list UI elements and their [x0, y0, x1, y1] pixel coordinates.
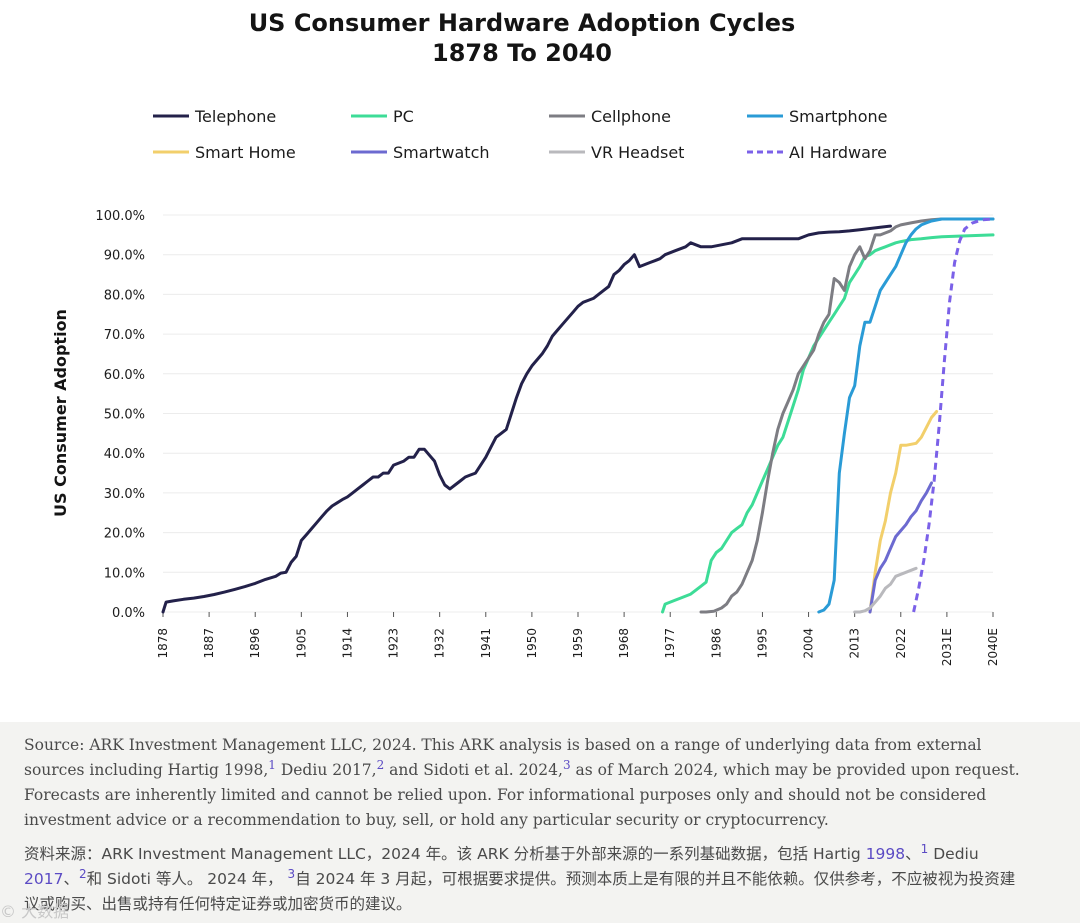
x-tick-label: 1968 — [617, 628, 631, 659]
y-axis-ticks: 0.0% 10.0% 20.0% 30.0% 40.0% 50.0% 60.0% 70.0% 8… — [95, 209, 145, 621]
x-tick-label: 2031E — [940, 628, 954, 666]
legend-label-smartwatch: Smartwatch — [393, 143, 490, 162]
x-tick-label: 1887 — [202, 628, 216, 659]
legend-label-smartphone: Smartphone — [789, 107, 887, 126]
chart-title-line-1: US Consumer Hardware Adoption Cycles — [249, 9, 796, 37]
series-line-smartphone — [817, 217, 995, 614]
y-tick-label: 20.0% — [104, 527, 145, 542]
y-tick-label: 30.0% — [104, 487, 145, 502]
cn-note-text-1: 资料来源：ARK Investment Management LLC，2024 … — [24, 845, 866, 863]
y-tick-label: 10.0% — [104, 566, 145, 581]
chart-card: US Consumer Hardware Adoption Cycles 187… — [0, 0, 1080, 722]
cn-footnote-ref-3[interactable]: 3 — [287, 866, 296, 881]
footnote-ref-2[interactable]: 2 — [376, 757, 385, 772]
y-tick-label: 100.0% — [95, 209, 145, 224]
x-tick-label: 1941 — [479, 628, 493, 659]
legend-label-ai-hardware: AI Hardware — [789, 143, 887, 162]
cn-footnote-ref-2[interactable]: 2 — [78, 866, 87, 881]
legend-label-smart-home: Smart Home — [195, 143, 296, 162]
adoption-chart: US Consumer Hardware Adoption Cycles 187… — [51, 9, 1000, 666]
watermark: © 大数据 — [0, 902, 70, 921]
series-line-smartwatch — [868, 481, 933, 614]
chart-title-line-2: 1878 To 2040 — [432, 39, 612, 67]
y-tick-label: 40.0% — [104, 447, 145, 462]
x-tick-label: 2004 — [802, 628, 816, 659]
cn-note-text-3: 和 Sidoti 等人。 2024 年， — [86, 870, 288, 888]
y-tick-label: 90.0% — [104, 249, 145, 264]
x-tick-label: 1923 — [387, 628, 401, 659]
x-tick-label: 1977 — [663, 628, 677, 659]
x-tick-label: 2040E — [986, 628, 1000, 666]
footnote-ref-1[interactable]: 1 — [268, 757, 276, 772]
y-tick-label: 50.0% — [104, 408, 145, 423]
series-line-cellphone — [699, 217, 995, 614]
legend-label-cellphone: Cellphone — [591, 107, 671, 126]
source-note-text-3: and Sidoti et al. 2024, — [384, 761, 563, 779]
y-tick-label: 70.0% — [104, 328, 145, 343]
x-tick-label: 2013 — [848, 628, 862, 659]
footnote-ref-3[interactable]: 3 — [562, 757, 571, 772]
x-tick-label: 1932 — [433, 628, 447, 659]
cn-note-sep-2: 、 — [63, 870, 79, 888]
y-tick-label: 0.0% — [112, 606, 145, 621]
series-line-smart-home — [868, 410, 939, 614]
gridlines — [163, 214, 993, 613]
y-tick-label: 60.0% — [104, 368, 145, 383]
source-note-text-2: Dediu 2017, — [275, 761, 377, 779]
series-line-vr-headset — [853, 566, 918, 614]
x-tick-label: 1995 — [755, 628, 769, 659]
x-tick-label: 1896 — [248, 628, 262, 659]
y-tick-label: 80.0% — [104, 288, 145, 303]
cn-note-text-4: 自 2024 年 3 月起，可根据要求提供。预测本质上是有限的并且不能依赖。仅供… — [24, 870, 1016, 913]
x-tick-label: 1914 — [340, 628, 354, 659]
source-note: Source: ARK Investment Management LLC, 2… — [24, 733, 1024, 833]
cn-note-sep-1: 、 — [905, 845, 921, 863]
chart-legend: Telephone PC Cellphone Smartphone Smart Home… — [153, 107, 887, 162]
chart-series — [161, 217, 995, 614]
x-axis-ticks: 1878 1887 1896 1905 1914 1923 1932 1941 1950 1959… — [156, 612, 1000, 666]
cn-footnote-ref-1[interactable]: 1 — [920, 841, 929, 856]
x-tick-label: 1986 — [709, 628, 723, 659]
legend-label-vr-headset: VR Headset — [591, 143, 684, 162]
source-note-text-4: as of March 2024, which may be provided … — [24, 761, 1020, 829]
legend-label-pc: PC — [393, 107, 414, 126]
series-line-ai-hardware — [912, 217, 994, 613]
cn-ref-2017[interactable]: 2017 — [24, 870, 64, 888]
chinese-source-note: 资料来源：ARK Investment Management LLC，2024 … — [24, 842, 1024, 917]
x-tick-label: 1950 — [525, 628, 539, 659]
x-tick-label: 1905 — [294, 628, 308, 659]
x-tick-label: 2022 — [894, 628, 908, 659]
cn-note-text-2: Dediu — [928, 845, 979, 863]
cn-ref-1998[interactable]: 1998 — [865, 845, 906, 863]
footnotes: Source: ARK Investment Management LLC, 2… — [24, 733, 1024, 917]
y-axis-label: US Consumer Adoption — [51, 309, 70, 517]
x-tick-label: 1959 — [571, 628, 585, 659]
x-tick-label: 1878 — [156, 628, 170, 659]
source-note-text-1: Source: ARK Investment Management LLC, 2… — [24, 736, 982, 779]
series-line-telephone — [161, 224, 892, 614]
series-line-pc — [661, 233, 995, 614]
legend-label-telephone: Telephone — [194, 107, 276, 126]
